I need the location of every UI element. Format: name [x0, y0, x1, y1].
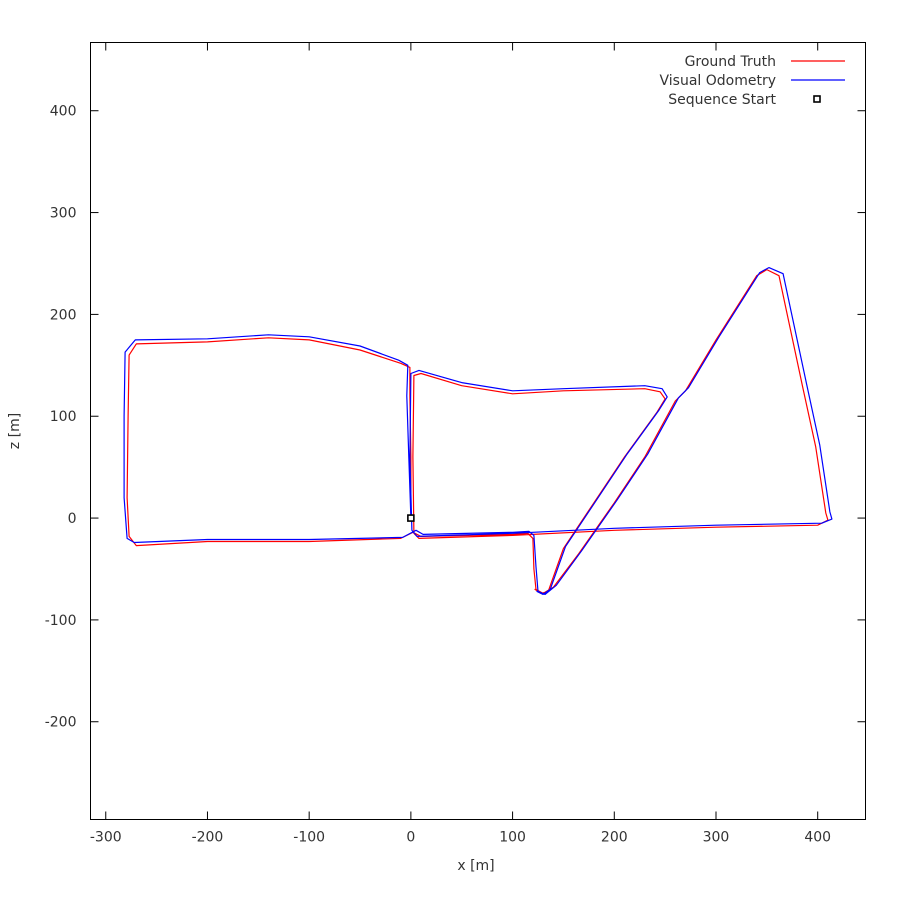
legend-label: Ground Truth: [685, 54, 776, 70]
legend: Ground Truth Visual Odometry Sequence Star…: [660, 54, 845, 108]
legend-label: Visual Odometry: [660, 73, 777, 89]
x-tick-label: -100: [293, 830, 325, 846]
y-tick-label: 300: [50, 206, 77, 222]
x-tick-label: -300: [90, 830, 122, 846]
plot-frame: [90, 42, 866, 820]
y-axis-label: z [m]: [7, 413, 23, 449]
y-tick-label: -100: [45, 613, 77, 629]
ticks-layer: -300 -200 -100 0 100 200 300 400 -200 -100 0 100 200…: [45, 42, 866, 846]
y-tick-label: -200: [45, 715, 77, 731]
legend-swatch-marker: [813, 95, 821, 103]
y-tick-label: 200: [50, 307, 77, 323]
x-tick-label: 0: [406, 830, 415, 846]
y-tick-label: 100: [50, 409, 77, 425]
y-tick-label: 0: [68, 511, 77, 527]
sequence-start-marker: [407, 514, 415, 522]
legend-label: Sequence Start: [668, 92, 776, 108]
x-tick-label: 300: [703, 830, 730, 846]
x-tick-label: 400: [804, 830, 831, 846]
x-tick-label: -200: [192, 830, 224, 846]
x-tick-label: 200: [601, 830, 628, 846]
y-tick-label: 400: [50, 104, 77, 120]
x-tick-label: 100: [499, 830, 526, 846]
series-layer: [123, 267, 833, 596]
x-axis-label: x [m]: [457, 858, 494, 874]
series-line-visual-odometry: [123, 267, 833, 596]
